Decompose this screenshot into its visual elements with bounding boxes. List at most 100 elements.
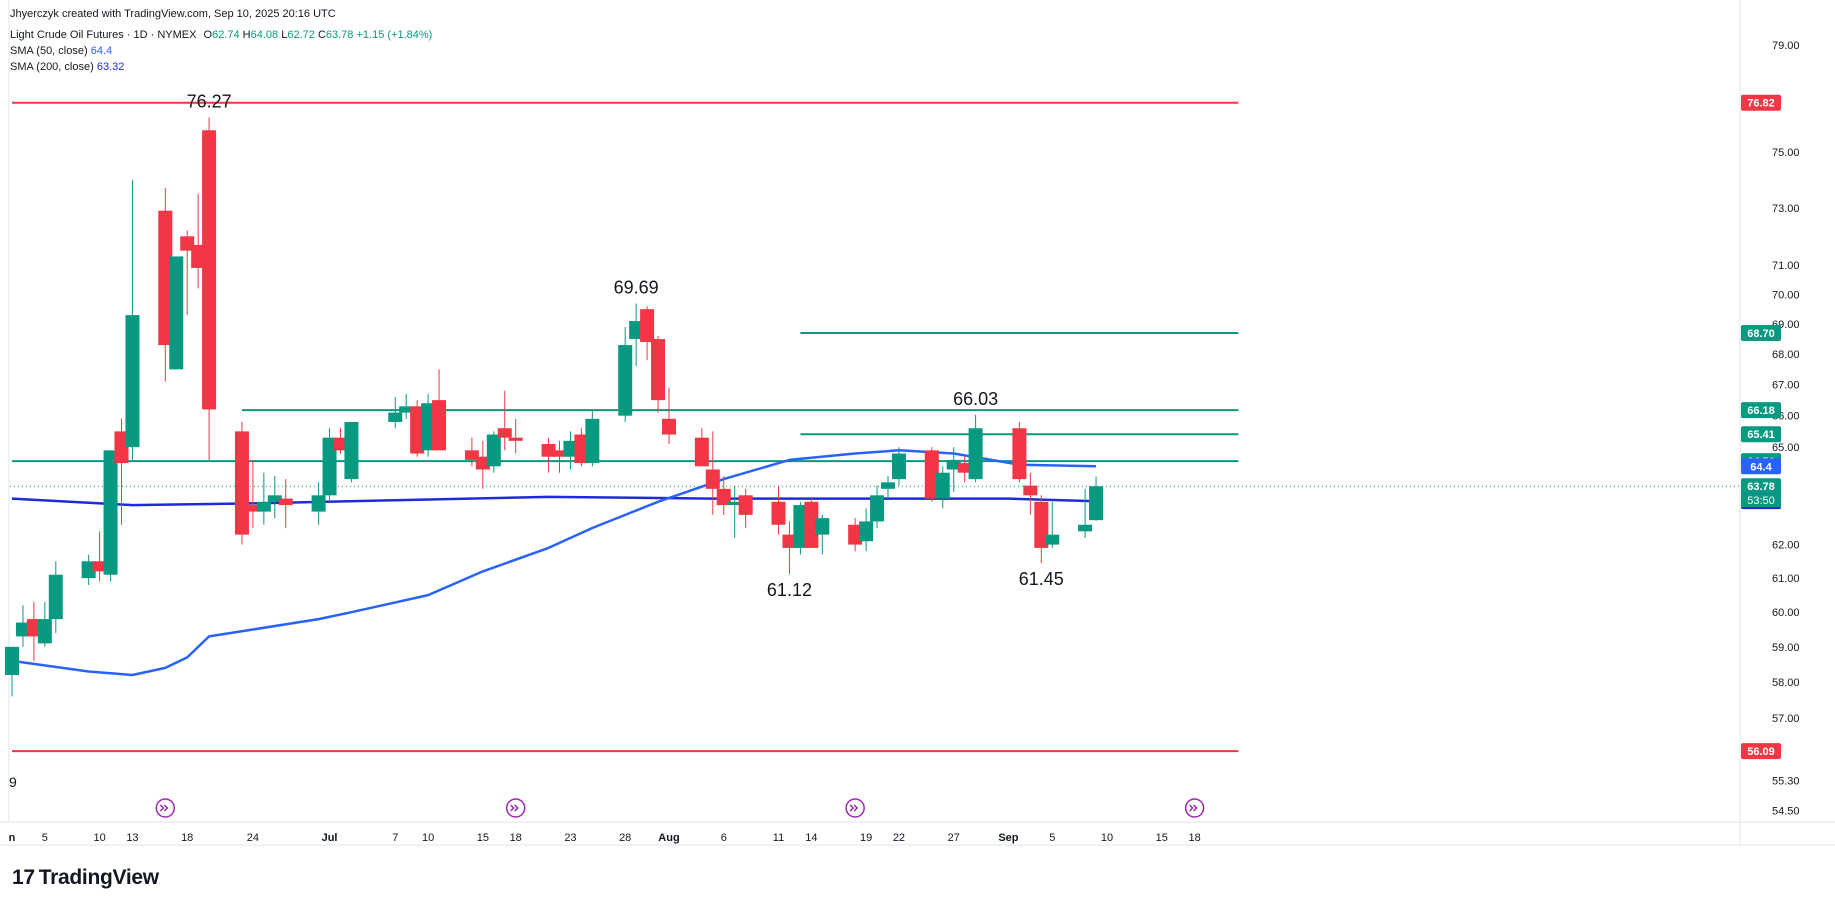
y-tick-label: 55.30 xyxy=(1772,775,1800,787)
candle-body xyxy=(738,495,753,515)
x-tick-label: 24 xyxy=(247,832,259,844)
level-price-tag xyxy=(1741,426,1781,443)
candle-body xyxy=(158,210,173,346)
symbol-legend[interactable]: Light Crude Oil Futures · 1D · NYMEX O62… xyxy=(10,29,432,41)
x-tick-label: 10 xyxy=(422,832,434,844)
event-icon xyxy=(1184,798,1205,818)
price-axis-tag xyxy=(1741,458,1781,475)
candle-body xyxy=(968,428,983,480)
candle-body xyxy=(924,450,939,499)
event-icon xyxy=(845,798,865,818)
event-arrow-icon xyxy=(1189,804,1198,812)
price-annotation: 66.03 xyxy=(953,389,998,409)
price-annotation: 61.45 xyxy=(1019,569,1064,589)
level-price-tag xyxy=(1741,94,1781,111)
candle-body xyxy=(388,412,403,422)
candle-body xyxy=(946,459,961,470)
tradingview-logo[interactable]: 17 TradingView xyxy=(12,866,159,890)
x-tick-label: 13 xyxy=(126,832,138,844)
sma200-legend[interactable]: SMA (200, close) 63.32 xyxy=(10,61,124,73)
candle-body xyxy=(815,518,830,535)
candle-body xyxy=(125,315,140,448)
candle-body xyxy=(180,236,195,251)
candle-body xyxy=(15,622,30,637)
candle-body xyxy=(191,244,206,269)
x-tick-label: 15 xyxy=(477,832,489,844)
y-tick-label: 54.50 xyxy=(1772,805,1800,817)
event-arrow-icon xyxy=(510,804,519,812)
countdown-tag-label: 53:50 xyxy=(1747,495,1775,507)
candle-body xyxy=(410,406,425,454)
y-tick-label: 58.00 xyxy=(1772,677,1800,689)
event-arrow-icon xyxy=(159,804,169,812)
y-tick-label: 75.00 xyxy=(1772,147,1800,159)
close-value: 63.78 xyxy=(325,29,354,41)
event-icon xyxy=(505,798,526,818)
y-tick-label: 57.00 xyxy=(1772,713,1800,725)
y-tick-label: 62.00 xyxy=(1772,540,1800,552)
candle-body xyxy=(234,431,249,535)
candle-body xyxy=(333,437,348,451)
y-tick-label: 60.00 xyxy=(1772,607,1800,619)
candle-body xyxy=(508,437,523,441)
candle-body xyxy=(48,574,63,620)
candle-body xyxy=(804,501,819,548)
candle-body xyxy=(793,505,808,548)
change-value: +1.15 (+1.84%) xyxy=(356,29,433,41)
author-credit: Jhyerczyk created with TradingView.com, … xyxy=(10,8,336,20)
candle-body xyxy=(563,440,578,457)
candle-body xyxy=(464,450,479,460)
left-edge-label: 9 xyxy=(9,774,17,790)
candle-body xyxy=(26,619,41,637)
candle-body xyxy=(782,534,797,548)
y-tick-label: 79.00 xyxy=(1772,40,1800,52)
candle-body xyxy=(727,501,742,506)
candle-body xyxy=(267,495,282,502)
close-label: C xyxy=(317,29,326,41)
candle-body xyxy=(891,453,906,480)
high-label: H xyxy=(242,29,251,41)
candle-body xyxy=(475,456,490,470)
symbol-title: Light Crude Oil Futures · 1D · NYMEX xyxy=(10,29,197,41)
level-price-tag-label: 68.70 xyxy=(1747,328,1775,340)
candle-body xyxy=(662,418,676,435)
y-tick-label: 73.00 xyxy=(1772,203,1800,215)
level-price-tag-label: 65.41 xyxy=(1747,429,1775,441)
candle-body xyxy=(935,472,950,499)
candle-body xyxy=(37,619,52,644)
open-label: O xyxy=(203,29,213,41)
candle-body xyxy=(114,431,129,464)
candle-body xyxy=(497,428,512,438)
sma50-legend[interactable]: SMA (50, close) 64.4 xyxy=(10,45,112,57)
level-price-tag xyxy=(1741,743,1781,760)
x-tick-label: 5 xyxy=(1049,832,1055,844)
sma200-line xyxy=(11,495,1097,507)
tradingview-logo-text: TradingView xyxy=(38,866,159,889)
candle-body xyxy=(1034,501,1049,548)
sma200-label: SMA (200, close) xyxy=(10,61,94,73)
level-price-tag xyxy=(1741,325,1781,342)
candle-body xyxy=(486,434,501,467)
candle-body xyxy=(651,339,666,401)
x-tick-label: 10 xyxy=(93,832,105,844)
candle-body xyxy=(202,130,217,410)
candle-body xyxy=(848,524,863,545)
candle-body xyxy=(399,406,414,413)
candle-body xyxy=(705,469,720,489)
y-tick-label: 59.00 xyxy=(1772,642,1800,654)
y-tick-label: 61.00 xyxy=(1772,573,1800,585)
tradingview-logo-mark: 17 xyxy=(12,866,35,889)
candle-body xyxy=(256,501,271,512)
x-tick-label: 5 xyxy=(42,832,48,844)
candle-body xyxy=(81,561,96,579)
candle-body xyxy=(629,321,644,340)
x-tick-label: 19 xyxy=(860,832,872,844)
level-price-tag-label: 56.09 xyxy=(1747,746,1775,758)
price-annotation: 76.27 xyxy=(187,92,232,112)
sma200-value: 63.32 xyxy=(96,61,125,73)
event-icon xyxy=(155,798,176,818)
price-axis-tag-label: 64.4 xyxy=(1750,461,1772,473)
x-tick-label: 6 xyxy=(721,832,727,844)
candle-body xyxy=(1023,485,1038,496)
